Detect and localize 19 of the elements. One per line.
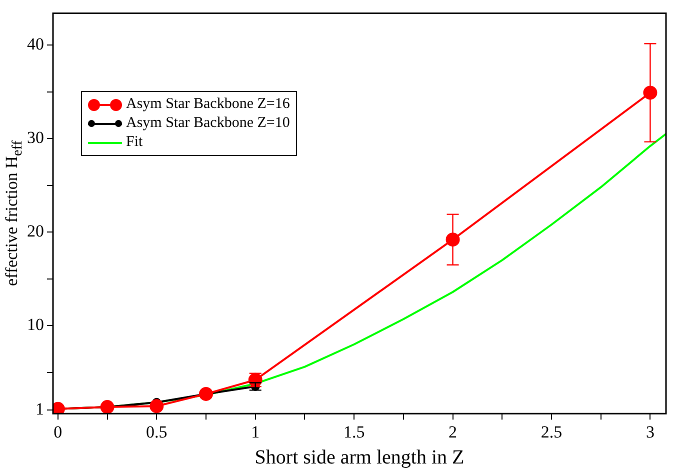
y-tick-label: 30 bbox=[27, 128, 44, 148]
x-tick-label: 1.5 bbox=[343, 422, 365, 442]
point bbox=[100, 400, 114, 414]
y-tick-label: 40 bbox=[27, 34, 44, 54]
y-tick-label: 10 bbox=[27, 315, 44, 334]
x-tick-label: 2.5 bbox=[540, 422, 562, 442]
y-tick-label: 1 bbox=[36, 399, 44, 418]
x-tick-label: 2 bbox=[448, 422, 458, 442]
legend-label: Fit bbox=[126, 133, 143, 152]
y-tick-label: 20 bbox=[27, 222, 44, 241]
x-tick-label: 1 bbox=[251, 422, 260, 442]
point bbox=[199, 386, 214, 401]
legend-label: Asym Star Backbone Z=16 bbox=[126, 95, 290, 114]
x-axis-title: Short side arm length in Z bbox=[254, 446, 464, 468]
x-tick-label: 0 bbox=[54, 422, 62, 442]
x-tick-label: 0.5 bbox=[146, 422, 168, 442]
point bbox=[150, 399, 164, 414]
x-tick-label: 3 bbox=[646, 422, 654, 442]
legend-label: Asym Star Backbone Z=10 bbox=[126, 114, 290, 134]
